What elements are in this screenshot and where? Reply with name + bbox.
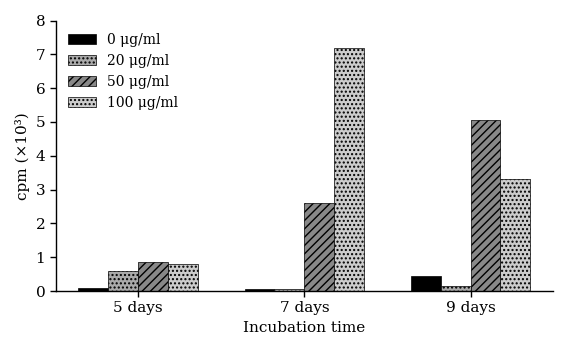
Bar [500,180,531,291]
Bar [411,276,441,291]
Bar [304,203,335,291]
X-axis label: Incubation time: Incubation time [243,321,365,335]
Bar [441,286,470,291]
Bar [108,271,138,291]
Bar [335,48,364,291]
Bar [245,289,274,291]
Y-axis label: cpm (×10³): cpm (×10³) [15,112,30,200]
Bar [138,262,168,291]
Bar [168,264,198,291]
Legend: 0 μg/ml, 20 μg/ml, 50 μg/ml, 100 μg/ml: 0 μg/ml, 20 μg/ml, 50 μg/ml, 100 μg/ml [62,27,184,116]
Bar [78,288,108,291]
Bar [274,289,304,291]
Bar [470,120,500,291]
